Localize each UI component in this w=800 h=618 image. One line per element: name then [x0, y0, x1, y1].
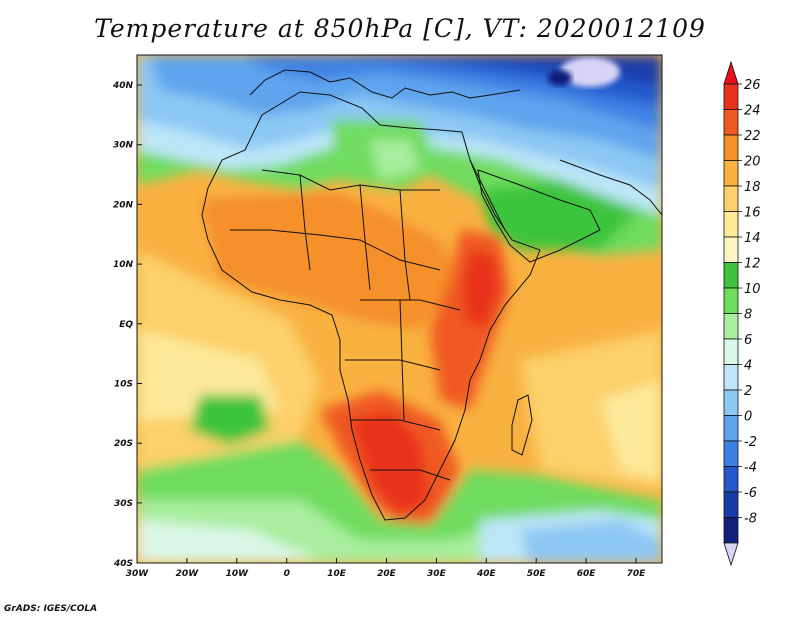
colorbar-label: 26: [744, 78, 761, 93]
lat-label: EQ: [119, 320, 133, 330]
colorbar-label: 20: [744, 155, 761, 170]
colorbar-segment: [723, 415, 739, 442]
lon-label: 50E: [527, 569, 547, 579]
colorbar-segment: [723, 338, 739, 365]
lat-label: 40S: [113, 559, 133, 569]
lon-label: 30W: [126, 569, 150, 579]
coastlines: [201, 69, 662, 521]
colorbar-segment: [723, 109, 739, 136]
colorbar-segment: [723, 440, 739, 467]
lat-label: 10S: [114, 380, 133, 390]
lon-label: 20W: [176, 569, 200, 579]
colorbar-segment: [723, 134, 739, 161]
colorbar-segment: [723, 466, 739, 493]
colorbar-label: 18: [744, 180, 761, 195]
colorbar-label: 4: [744, 359, 752, 374]
colorbar-segment: [723, 491, 739, 518]
colorbar-arrow-top: [723, 60, 739, 85]
colorbar-label: 2: [744, 384, 752, 399]
colorbar-label: -6: [744, 486, 757, 501]
lon-label: 20E: [377, 569, 397, 579]
colorbar-segment: [723, 160, 739, 187]
map-frame: [136, 54, 663, 564]
lon-label: 0: [284, 569, 290, 579]
colorbar-arrow-bottom: [723, 542, 739, 567]
lon-label: 60E: [577, 569, 597, 579]
lat-label: 10N: [113, 260, 134, 270]
lon-label: 30E: [427, 569, 447, 579]
colorbar-segment: [723, 287, 739, 314]
colorbar-label: 6: [744, 333, 752, 348]
colorbar-label: 8: [744, 308, 752, 323]
colorbar-segment: [723, 389, 739, 416]
lat-label: 30N: [113, 141, 134, 151]
colorbar-segment: [723, 83, 739, 110]
colorbar-label: -8: [744, 512, 757, 527]
colorbar-segment: [723, 517, 739, 544]
colorbar-label: 16: [744, 206, 761, 221]
colorbar-label: 22: [744, 129, 761, 144]
colorbar-segment: [723, 211, 739, 238]
colorbar-label: -2: [744, 435, 757, 450]
lon-label: 10E: [327, 569, 347, 579]
colorbar-segment: [723, 262, 739, 289]
latitude-axis: 40N 30N 20N 10N EQ 10S 20S 30S 40S: [112, 81, 142, 569]
lon-label: 40E: [476, 569, 497, 579]
lon-label: 70E: [627, 569, 647, 579]
colorbar-label: 14: [744, 231, 761, 246]
colorbar-label: 24: [744, 104, 761, 119]
colorbar-label: 10: [744, 282, 761, 297]
colorbar-segment: [723, 236, 739, 263]
lat-label: 20S: [114, 439, 133, 449]
lat-label: 20N: [113, 200, 134, 210]
lat-label: 40N: [112, 81, 134, 91]
colorbar-label: 12: [744, 257, 761, 272]
lat-label: 30S: [114, 499, 133, 509]
colorbar-label: 0: [744, 410, 752, 425]
temperature-field: [137, 55, 662, 563]
lon-label: 10W: [226, 569, 250, 579]
colorbar-segment: [723, 185, 739, 212]
colorbar-label: -4: [744, 461, 757, 476]
map-title: Temperature at 850hPa [C], VT: 202001210…: [94, 14, 706, 43]
colorbar-segment: [723, 364, 739, 391]
longitude-axis: 30W 20W 10W 0 10E 20E 30E 40E 50E 60E 70E: [126, 558, 646, 579]
grads-credit: GrADS: IGES/COLA: [4, 604, 98, 614]
colorbar-segment: [723, 313, 739, 340]
